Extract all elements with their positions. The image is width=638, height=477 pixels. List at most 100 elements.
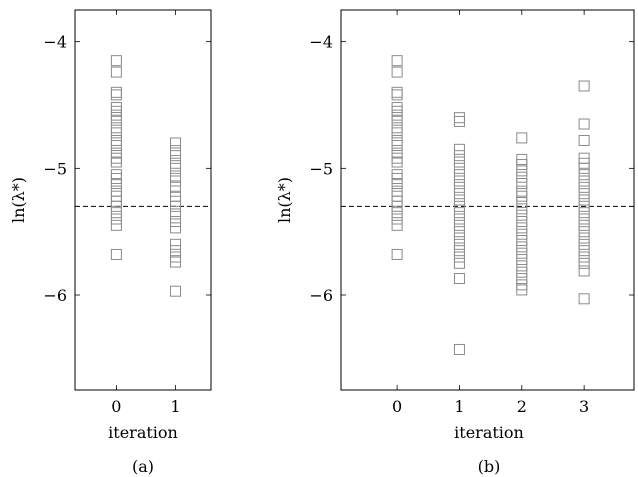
data-point — [391, 156, 403, 168]
data-point — [391, 127, 403, 139]
data-point — [516, 178, 528, 190]
data-point — [578, 251, 590, 263]
caption-a: (a) — [132, 457, 154, 476]
data-point — [578, 293, 590, 305]
y-axis-label-b: ln(λ*) — [275, 177, 294, 223]
data-point — [453, 245, 465, 257]
data-point — [516, 254, 528, 266]
data-point — [516, 216, 528, 228]
plot-frame-a — [74, 9, 212, 391]
data-point — [110, 156, 122, 168]
data-point — [453, 112, 465, 124]
data-point — [453, 226, 465, 238]
plot-frame-b — [340, 9, 635, 391]
x-tick-label: 1 — [170, 397, 180, 416]
data-point — [110, 89, 122, 101]
data-point — [453, 115, 465, 127]
ticks-a — [75, 10, 211, 390]
data-point — [516, 209, 528, 221]
data-point — [453, 200, 465, 212]
data-point — [516, 203, 528, 215]
data-point — [578, 245, 590, 257]
data-point — [170, 222, 182, 234]
data-point — [391, 55, 403, 67]
data-point — [110, 207, 122, 219]
y-tick-label: −4 — [309, 33, 333, 52]
data-point — [110, 213, 122, 225]
tick-labels-b: −6 −5 −4 0 1 2 3 — [309, 33, 589, 416]
data-point — [578, 134, 590, 146]
data-point — [170, 175, 182, 187]
data-point — [516, 132, 528, 144]
y-tick-label: −6 — [309, 286, 333, 305]
data-point — [170, 256, 182, 268]
points-b — [391, 55, 590, 355]
data-point — [170, 200, 182, 212]
y-tick-label: −6 — [43, 286, 67, 305]
data-point — [453, 194, 465, 206]
data-point — [391, 66, 403, 78]
data-point — [578, 257, 590, 269]
data-point — [516, 222, 528, 234]
data-point — [516, 165, 528, 177]
data-point — [391, 219, 403, 231]
data-point — [453, 156, 465, 168]
data-point — [578, 169, 590, 181]
data-point — [516, 284, 528, 296]
data-point — [110, 86, 122, 98]
data-point — [453, 219, 465, 231]
caption-b: (b) — [478, 457, 501, 476]
data-point — [516, 266, 528, 278]
data-point — [110, 127, 122, 139]
data-point — [170, 208, 182, 220]
x-tick-label: 2 — [517, 397, 527, 416]
data-point — [391, 86, 403, 98]
data-point — [578, 219, 590, 231]
chart-a: −6 −5 −4 0 1 iteration ln(λ*) (a) — [9, 9, 212, 476]
data-point — [453, 232, 465, 244]
data-point — [516, 228, 528, 240]
data-point — [391, 114, 403, 126]
data-point — [578, 200, 590, 212]
data-point — [578, 265, 590, 277]
data-point — [391, 140, 403, 152]
data-point — [453, 143, 465, 155]
data-point — [170, 162, 182, 174]
x-tick-label: 0 — [392, 397, 402, 416]
data-point — [110, 102, 122, 114]
data-point — [578, 162, 590, 174]
data-point — [578, 226, 590, 238]
data-point — [516, 159, 528, 171]
data-point — [578, 213, 590, 225]
data-point — [453, 343, 465, 355]
data-point — [578, 175, 590, 187]
data-point — [170, 137, 182, 149]
data-point — [391, 200, 403, 212]
data-point — [578, 118, 590, 130]
data-point — [110, 219, 122, 231]
data-point — [391, 213, 403, 225]
data-point — [391, 102, 403, 114]
data-point — [516, 190, 528, 202]
x-tick-label: 3 — [579, 397, 589, 416]
data-point — [391, 178, 403, 190]
y-tick-label: −5 — [43, 159, 67, 178]
x-axis-label-b: iteration — [454, 423, 524, 442]
data-point — [453, 213, 465, 225]
data-point — [516, 273, 528, 285]
data-point — [110, 178, 122, 190]
data-point — [391, 207, 403, 219]
x-tick-label: 0 — [111, 397, 121, 416]
data-point — [516, 235, 528, 247]
data-point — [110, 248, 122, 260]
data-point — [516, 241, 528, 253]
y-axis-label-a: ln(λ*) — [9, 177, 28, 223]
data-point — [391, 248, 403, 260]
data-point — [453, 207, 465, 219]
data-point — [453, 251, 465, 263]
data-point — [453, 257, 465, 269]
y-tick-label: −4 — [43, 33, 67, 52]
data-point — [578, 188, 590, 200]
data-point — [578, 232, 590, 244]
data-point — [578, 194, 590, 206]
